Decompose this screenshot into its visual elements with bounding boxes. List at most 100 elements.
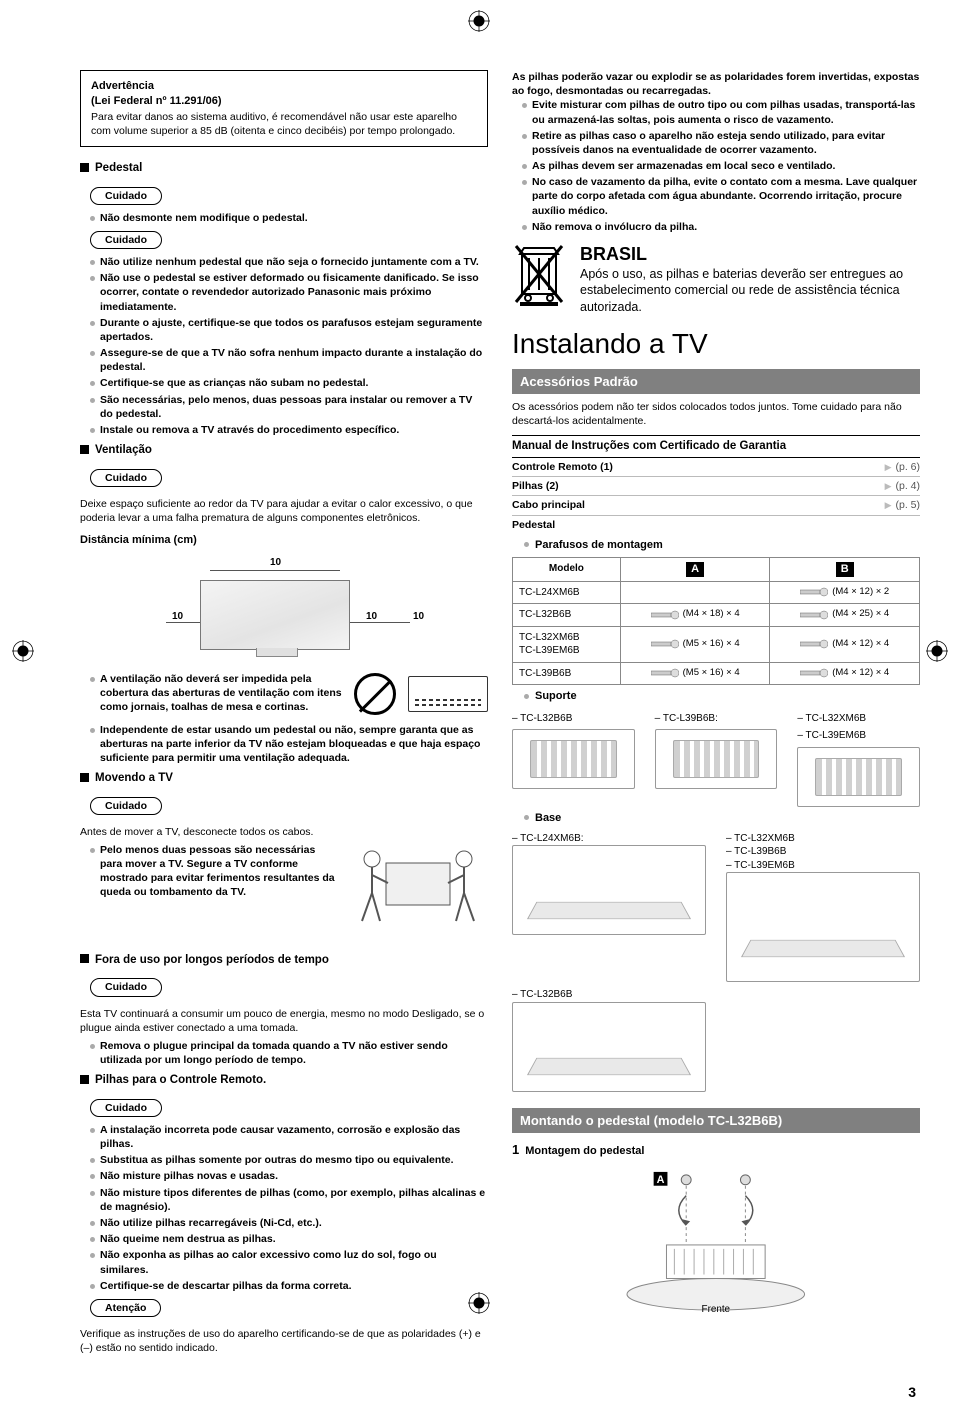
support-item-2: – TC-L39B6B: <box>655 712 778 807</box>
pill-cuidado-2: Cuidado <box>90 231 162 249</box>
support-label: – TC-L32B6B <box>512 712 635 726</box>
screw-table: Modelo A B TC-L24XM6B (M4 × 12) × 2 TC-L… <box>512 557 920 685</box>
dim-line-top <box>210 570 340 571</box>
page-number: 3 <box>0 1379 960 1422</box>
dim-top: 10 <box>270 556 281 570</box>
screw-icon <box>800 668 828 678</box>
support-label: – TC-L39B6B: <box>655 712 778 726</box>
bullet: Não desmonte nem modifique o pedestal. <box>90 211 488 225</box>
registration-mark-top <box>468 10 490 32</box>
ventilation-prohibit-row: A ventilação não deverá ser impedida pel… <box>80 672 488 717</box>
badge-b: B <box>836 562 854 577</box>
base-label: – TC-L24XM6B: <box>512 832 706 846</box>
th-a: A <box>620 557 770 581</box>
section-pedestal: Pedestal <box>80 161 488 177</box>
base-label: – TC-L32B6B <box>512 988 706 1002</box>
brasil-title: BRASIL <box>580 242 920 266</box>
table-row: TC-L32B6B (M4 × 18) × 4 (M4 × 25) × 4 <box>513 604 920 627</box>
frente-label: Frente <box>702 1304 731 1314</box>
tv-clearance-diagram: 10 10 10 10 <box>110 552 430 662</box>
bracket-icon <box>512 729 635 789</box>
bullet: Durante o ajuste, certifique-se que todo… <box>90 316 488 344</box>
bullet: A instalação incorreta pode causar vazam… <box>90 1123 488 1151</box>
brasil-text: BRASIL Após o uso, as pilhas e baterias … <box>580 242 920 315</box>
row-label: Pilhas (2) <box>512 479 559 493</box>
cell-a <box>620 581 770 604</box>
installing-title: Instalando a TV <box>512 325 920 363</box>
brasil-recycle-block: BRASIL Após o uso, as pilhas e baterias … <box>512 242 920 315</box>
pill-atencao: Atenção <box>90 1299 161 1317</box>
base-label: – TC-L39B6B <box>726 845 920 859</box>
bullet: Não exponha as pilhas ao calor excessivo… <box>90 1248 488 1276</box>
acc-row-cable: Cabo principal (p. 5) <box>512 496 920 515</box>
manual-header: Manual de Instruções com Certificado de … <box>512 435 920 459</box>
long-off-bullets: Remova o plugue principal da tomada quan… <box>80 1039 488 1067</box>
step-label: Montagem do pedestal <box>525 1145 644 1157</box>
bullet: No caso de vazamento da pilha, evite o c… <box>522 175 920 218</box>
support-grid: – TC-L32B6B – TC-L39B6B: – TC-L32XM6B – … <box>512 712 920 807</box>
long-off-para: Esta TV continuará a consumir um pouco d… <box>80 1007 488 1035</box>
bullet: Não misture pilhas novas e usadas. <box>90 1169 488 1183</box>
registration-mark-right <box>926 640 948 662</box>
step-number: 1 <box>512 1142 519 1157</box>
acc-row-pedestal: Pedestal <box>512 516 920 534</box>
right-top-bullets: Evite misturar com pilhas de outro tipo … <box>512 98 920 234</box>
battery-bullets: A instalação incorreta pode causar vazam… <box>80 1123 488 1293</box>
section-moving: Movendo a TV <box>80 771 488 787</box>
bullet: Certifique-se de descartar pilhas da for… <box>90 1279 488 1293</box>
bullet: Não remova o invólucro da pilha. <box>522 220 920 234</box>
screw-icon <box>651 668 679 678</box>
warning-box: Advertência (Lei Federal nº 11.291/06) P… <box>80 70 488 147</box>
svg-text:A: A <box>657 1174 665 1186</box>
row-page: (p. 4) <box>885 479 920 493</box>
base-plate-icon <box>512 1002 706 1092</box>
bullet: Substitua as pilhas somente por outras d… <box>90 1153 488 1167</box>
warning-law: (Lei Federal nº 11.291/06) <box>91 94 477 109</box>
dim-line-left <box>166 622 200 623</box>
table-row: TC-L32XM6B TC-L39EM6B (M5 × 16) × 4 (M4 … <box>513 626 920 662</box>
pill-cuidado-5: Cuidado <box>90 978 162 996</box>
base-label: – TC-L32XM6B <box>726 832 920 846</box>
weee-trash-icon <box>512 242 566 308</box>
registration-mark-bottom <box>468 1292 490 1314</box>
support-label: – TC-L39EM6B <box>797 729 920 743</box>
bullet: Não queime nem destrua as pilhas. <box>90 1232 488 1246</box>
screws-subhead: Parafusos de montagem <box>524 538 920 553</box>
brasil-body: Após o uso, as pilhas e baterias deverão… <box>580 266 920 315</box>
vent-bullets: A ventilação não deverá ser impedida pel… <box>80 672 342 717</box>
mount-step-1: 1 Montagem do pedestal <box>512 1141 920 1159</box>
cell-model: TC-L32XM6B TC-L39EM6B <box>513 626 621 662</box>
bullet: Pelo menos duas pessoas são necessárias … <box>90 843 338 900</box>
ac-unit-icon <box>408 676 488 712</box>
base-plate-icon <box>512 845 706 935</box>
bullet: Retire as pilhas caso o aparelho não est… <box>522 129 920 157</box>
pedestal-bullet-group-1: Não desmonte nem modifique o pedestal. <box>80 211 488 225</box>
pill-cuidado-6: Cuidado <box>90 1099 162 1117</box>
bracket-icon <box>797 747 920 807</box>
cell-a: (M5 × 16) × 4 <box>620 626 770 662</box>
screw-icon <box>651 610 679 620</box>
cell-a: (M5 × 16) × 4 <box>620 662 770 685</box>
bullet: Instale ou remova a TV através do proced… <box>90 423 488 437</box>
base-label: – TC-L39EM6B <box>726 859 920 873</box>
th-b: B <box>770 557 920 581</box>
support-item-3: – TC-L32XM6B – TC-L39EM6B <box>797 712 920 807</box>
base-col-1: – TC-L24XM6B: <box>512 832 706 983</box>
row-label: Controle Remoto (1) <box>512 460 613 474</box>
bullet: Remova o plugue principal da tomada quan… <box>90 1039 488 1067</box>
screw-icon <box>651 639 679 649</box>
vent-paragraph: Deixe espaço suficiente ao redor da TV p… <box>80 497 488 525</box>
registration-mark-left <box>12 640 34 662</box>
bullet: A ventilação não deverá ser impedida pel… <box>90 672 342 715</box>
cell-b: (M4 × 25) × 4 <box>770 604 920 627</box>
accessories-para: Os acessórios podem não ter sidos coloca… <box>512 400 920 428</box>
accessories-header: Acessórios Padrão <box>512 369 920 395</box>
row-page: (p. 6) <box>885 460 920 474</box>
cell-b: (M4 × 12) × 4 <box>770 662 920 685</box>
acc-row-batteries: Pilhas (2) (p. 4) <box>512 477 920 496</box>
cell-b: (M4 × 12) × 4 <box>770 626 920 662</box>
warning-body: Para evitar danos ao sistema auditivo, é… <box>91 110 477 138</box>
base-stand-icon <box>726 872 920 982</box>
pill-cuidado-3: Cuidado <box>90 469 162 487</box>
dim-r2: 10 <box>413 610 424 624</box>
